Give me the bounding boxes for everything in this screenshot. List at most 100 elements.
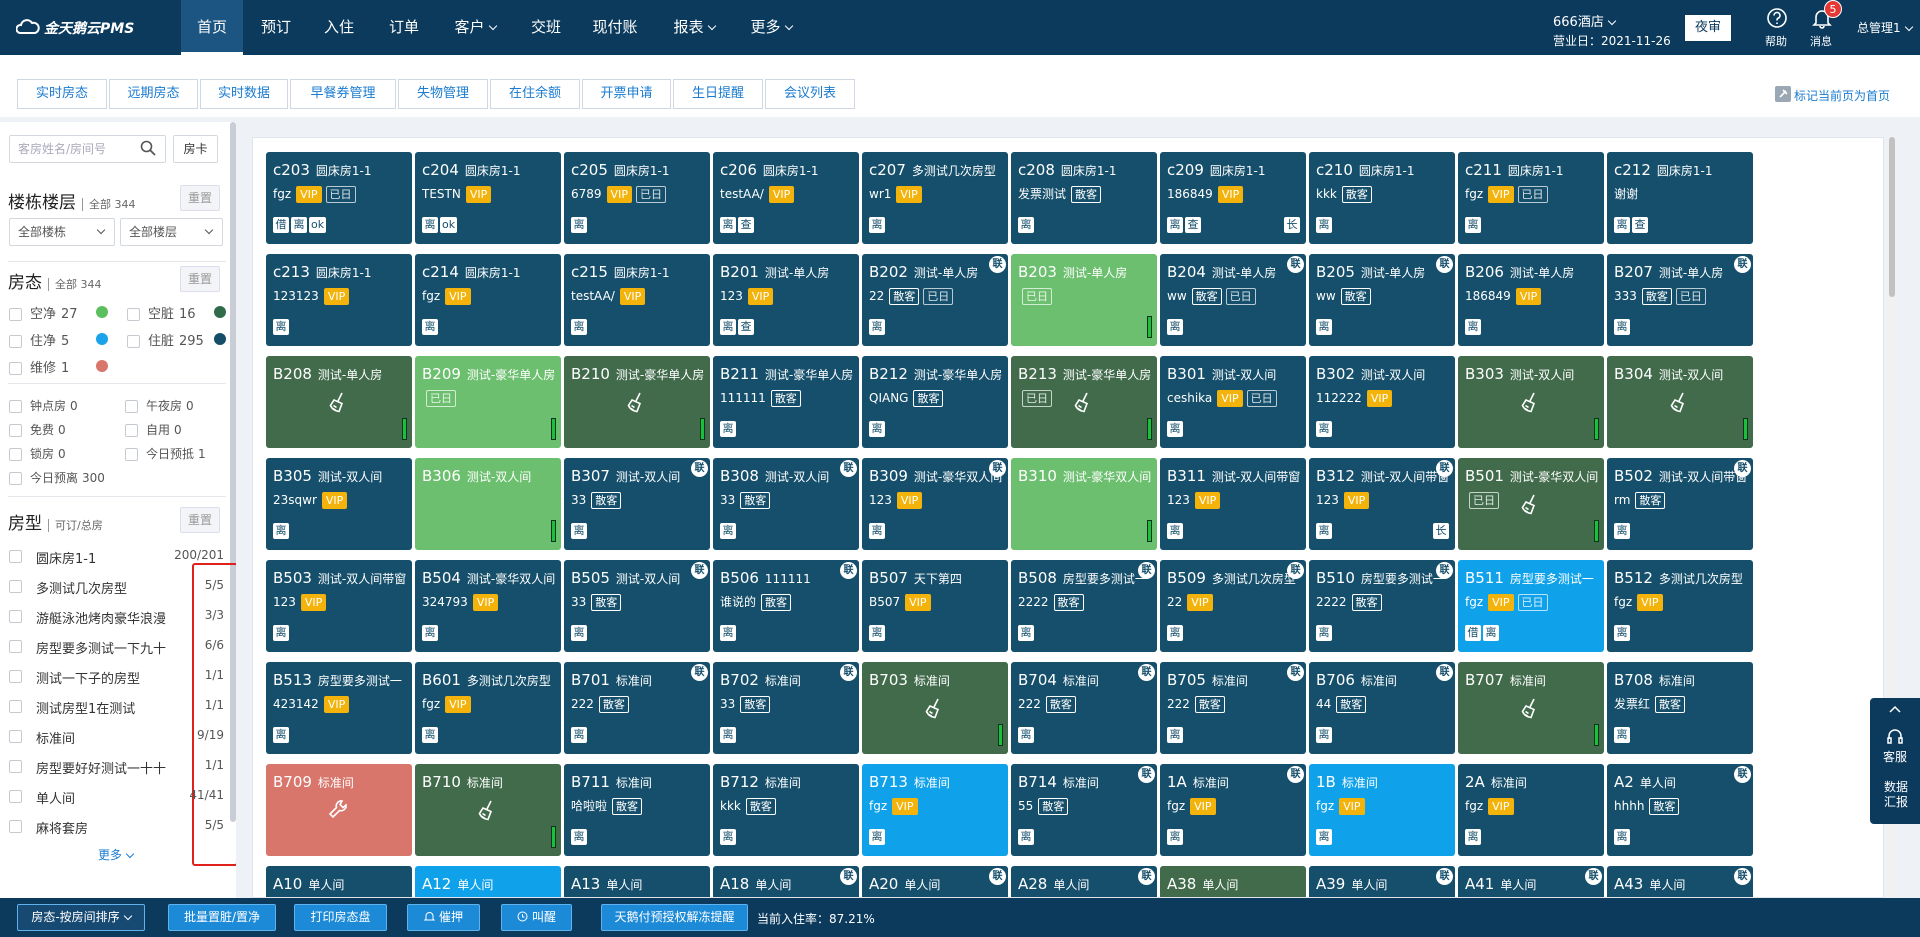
room-card[interactable]: B304 测试-双人间 xyxy=(1607,356,1753,448)
room-card[interactable]: c208 圆床房1-1 发票测试 散客离 xyxy=(1011,152,1157,244)
room-card[interactable]: c210 圆床房1-1 kkk 散客离 xyxy=(1309,152,1455,244)
messages-label[interactable]: 消息 xyxy=(1810,35,1832,48)
toolbar-button[interactable]: 打印房态盘 xyxy=(294,904,387,931)
room-card[interactable]: A41 单人间 联 xyxy=(1458,866,1604,897)
room-card[interactable]: B209 测试-豪华单人房 已日 xyxy=(415,356,561,448)
tab[interactable]: 生日提醒 xyxy=(673,79,763,109)
toolbar-button[interactable]: 批量置脏/置净 xyxy=(168,904,276,931)
toolbar-button[interactable]: 房态-按房间排序 xyxy=(17,904,145,931)
tab[interactable]: 会议列表 xyxy=(765,79,855,109)
room-card[interactable]: B301 测试-双人间 ceshika VIP 已日离 xyxy=(1160,356,1306,448)
room-card[interactable]: A12 单人间 xyxy=(415,866,561,897)
room-filter[interactable]: 今日预抵 1 xyxy=(125,445,206,462)
room-card[interactable]: B213 测试-豪华单人房 已日 xyxy=(1011,356,1157,448)
tab[interactable]: 在住余额 xyxy=(490,79,580,109)
room-card[interactable]: B203 测试-单人房 已日 xyxy=(1011,254,1157,346)
room-card[interactable]: A13 单人间 xyxy=(564,866,710,897)
checkbox[interactable] xyxy=(9,670,22,683)
room-card[interactable]: B302 测试-双人间 112222 VIP 离 xyxy=(1309,356,1455,448)
select[interactable]: 全部楼层 xyxy=(120,218,223,246)
select[interactable]: 全部楼栋 xyxy=(9,218,115,246)
nav-item[interactable]: 订单 xyxy=(374,0,434,55)
tab[interactable]: 实时数据 xyxy=(200,79,288,109)
room-card[interactable]: B201 测试-单人房 123 VIP 离查 xyxy=(713,254,859,346)
room-card[interactable]: B307 测试-双人间联 33 散客离 xyxy=(564,458,710,550)
room-card[interactable]: B707 标准间 xyxy=(1458,662,1604,754)
room-card[interactable]: B308 测试-双人间联 33 散客离 xyxy=(713,458,859,550)
checkbox[interactable] xyxy=(9,550,22,563)
status-filter[interactable]: 住净 5 xyxy=(9,330,69,349)
room-card[interactable]: A28 单人间 联 xyxy=(1011,866,1157,897)
room-card[interactable]: c215 圆床房1-1 testAA/VIP 离 xyxy=(564,254,710,346)
room-card[interactable]: B204 测试-单人房联 ww 散客 已日离 xyxy=(1160,254,1306,346)
room-card[interactable]: A38 单人间 xyxy=(1160,866,1306,897)
room-filter[interactable]: 钟点房 0 xyxy=(9,397,78,414)
toolbar-button[interactable]: 叫醒 xyxy=(501,904,572,931)
help-label[interactable]: 帮助 xyxy=(1765,35,1787,48)
reset-button[interactable]: 重置 xyxy=(180,266,220,292)
room-card[interactable]: c203 圆床房1-1 fgz VIP 已日借离 ok xyxy=(266,152,412,244)
room-card[interactable]: B310 测试-豪华双人间 xyxy=(1011,458,1157,550)
room-card[interactable]: A18 单人间 联 xyxy=(713,866,859,897)
room-filter[interactable]: 免费 0 xyxy=(9,421,66,438)
room-card[interactable]: B312 测试-双人间带窗联 123 VIP 离 长 xyxy=(1309,458,1455,550)
toolbar-button[interactable]: 天鹅付预授权解冻提醒 xyxy=(601,904,748,931)
collapse-icon[interactable] xyxy=(1888,704,1902,714)
room-card[interactable]: c206 圆床房1-1 testAA/VIP 离查 xyxy=(713,152,859,244)
checkbox[interactable] xyxy=(9,580,22,593)
room-card[interactable]: c211 圆床房1-1 fgz VIP 已日离 xyxy=(1458,152,1604,244)
status-filter[interactable]: 维修 1 xyxy=(9,357,69,376)
room-card[interactable]: B713 标准间 fgz VIP 离 xyxy=(862,764,1008,856)
room-card[interactable]: B510 房型要多测试一联 2222 散客离 xyxy=(1309,560,1455,652)
room-card[interactable]: B507 天下第四 B507 VIP 离 xyxy=(862,560,1008,652)
reset-button[interactable]: 重置 xyxy=(180,185,220,211)
room-card[interactable]: c204 圆床房1-1 TESTN VIP 离 ok xyxy=(415,152,561,244)
reset-button[interactable]: 重置 xyxy=(180,507,220,533)
room-card[interactable]: 1A 标准间 联 fgz VIP 离 xyxy=(1160,764,1306,856)
room-filter[interactable]: 自用 0 xyxy=(125,421,182,438)
room-card[interactable]: B501 测试-豪华双人间 已日 xyxy=(1458,458,1604,550)
checkbox[interactable] xyxy=(9,610,22,623)
room-card[interactable]: c205 圆床房1-1 6789 VIP 已日离 xyxy=(564,152,710,244)
room-filter[interactable]: 午夜房 0 xyxy=(125,397,194,414)
room-card[interactable]: B205 测试-单人房联 ww 散客离 xyxy=(1309,254,1455,346)
room-card[interactable]: B712 标准间 kkk 散客离 xyxy=(713,764,859,856)
room-card[interactable]: B706 标准间 联 44 散客离 xyxy=(1309,662,1455,754)
room-filter[interactable]: 今日预离 300 xyxy=(9,469,105,486)
search-icon[interactable] xyxy=(140,140,156,156)
room-card[interactable]: B503 测试-双人间带窗 123 VIP 离 xyxy=(266,560,412,652)
help-icon[interactable] xyxy=(1766,7,1788,29)
room-card[interactable]: B502 测试-双人间带窗联 rm 散客离 xyxy=(1607,458,1753,550)
nav-item[interactable]: 预订 xyxy=(246,0,306,55)
room-card[interactable]: c214 圆床房1-1 fgz VIP 离 xyxy=(415,254,561,346)
status-filter[interactable]: 空净 27 xyxy=(9,303,78,322)
room-card[interactable]: B210 测试-豪华单人房 xyxy=(564,356,710,448)
checkbox[interactable] xyxy=(9,760,22,773)
room-card[interactable]: B705 标准间 联 222 散客离 xyxy=(1160,662,1306,754)
nav-item[interactable]: 更多 xyxy=(734,0,808,55)
room-card[interactable]: c207 多测试几次房型 wr1 VIP 离 xyxy=(862,152,1008,244)
room-card[interactable]: B207 测试-单人房联 333 散客 已日离 xyxy=(1607,254,1753,346)
checkbox[interactable] xyxy=(9,820,22,833)
room-card[interactable]: B512 多测试几次房型 fgz VIP 离 xyxy=(1607,560,1753,652)
room-card[interactable]: B601 多测试几次房型 fgz VIP 离 xyxy=(415,662,561,754)
room-card[interactable]: B708 标准间 发票红 散客离 xyxy=(1607,662,1753,754)
room-card[interactable]: B509 多测试几次房型联 22 VIP 离 xyxy=(1160,560,1306,652)
room-card[interactable]: B506 111111 联谁说的 散客离 xyxy=(713,560,859,652)
room-card[interactable]: A10 单人间 xyxy=(266,866,412,897)
pin-home-link[interactable]: 标记当前页为首页 xyxy=(1794,89,1891,103)
more-link[interactable]: 更多 xyxy=(98,846,135,863)
room-card[interactable]: A43 单人间 联 xyxy=(1607,866,1753,897)
room-card[interactable]: B701 标准间 联 222 散客离 xyxy=(564,662,710,754)
card-button[interactable]: 房卡 xyxy=(173,135,218,163)
room-card[interactable]: c212 圆床房1-1 谢谢离查 xyxy=(1607,152,1753,244)
room-card[interactable]: B211 测试-豪华单人房 111111 散客离 xyxy=(713,356,859,448)
tab[interactable]: 失物管理 xyxy=(398,79,488,109)
checkbox[interactable] xyxy=(9,700,22,713)
tab[interactable]: 早餐券管理 xyxy=(290,79,396,109)
room-card[interactable]: B511 房型要多测试一 fgz VIP 已日借离 xyxy=(1458,560,1604,652)
nav-item[interactable]: 客户 xyxy=(438,0,512,55)
nav-item[interactable]: 报表 xyxy=(657,0,731,55)
room-card[interactable]: 1B 标准间 fgz VIP 离 xyxy=(1309,764,1455,856)
room-card[interactable]: B208 测试-单人房 xyxy=(266,356,412,448)
